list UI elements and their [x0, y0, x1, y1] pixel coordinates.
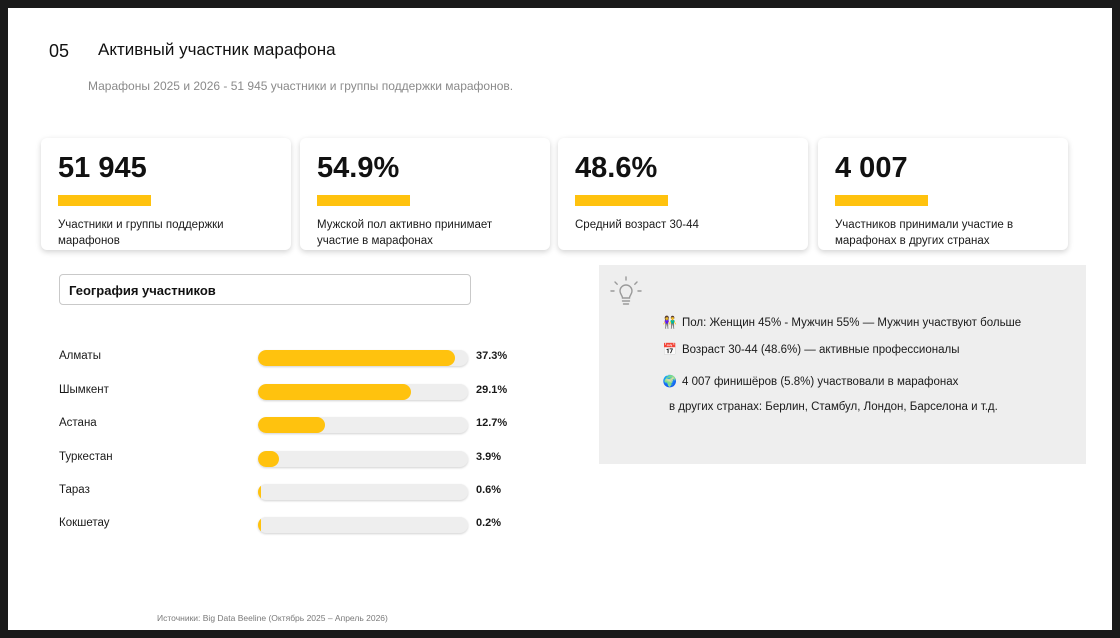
city-label: Тараз: [59, 484, 90, 496]
city-label: Кокшетау: [59, 517, 110, 529]
insight-text: Пол: Женщин 45% - Мужчин 55% — Мужчин уч…: [682, 317, 1022, 329]
insight-text: в других странах: Берлин, Стамбул, Лондо…: [669, 401, 998, 413]
geography-row: Тараз 0.6%: [59, 482, 529, 502]
geography-row: Астана 12.7%: [59, 415, 529, 435]
kpi-accent-bar: [317, 195, 410, 206]
insight-abroad: 🌍 4 007 финишёров (5.8%) участвовали в ма…: [662, 374, 959, 388]
percentage-label: 29.1%: [476, 384, 508, 396]
kpi-value: 54.9%: [317, 152, 400, 184]
insight-gender: 👫 Пол: Женщин 45% - Мужчин 55% — Мужчин у…: [662, 315, 1021, 329]
calendar-icon: 📅: [662, 344, 678, 356]
insight-abroad-cities: в других странах: Берлин, Стамбул, Лондо…: [669, 401, 998, 413]
slide: 05 Активный участник марафона Марафоны 2…: [8, 8, 1112, 630]
progress-track: [258, 384, 468, 400]
insight-text: 4 007 финишёров (5.8%) участвовали в мар…: [682, 376, 959, 388]
kpi-description: Мужской пол активно принимает участие в …: [317, 219, 493, 247]
geography-title: География участников: [69, 283, 216, 298]
progress-fill: [258, 417, 326, 433]
city-label: Туркестан: [59, 451, 113, 463]
geography-row: Шымкент 29.1%: [59, 382, 529, 402]
kpi-card-participants: 51 945 Участники и группы поддержки мара…: [41, 138, 291, 250]
kpi-accent-bar: [58, 195, 151, 206]
progress-track: [258, 350, 468, 366]
source-note: Источники: Big Data Beeline (Октябрь 202…: [157, 613, 388, 623]
insight-age: 📅 Возраст 30-44 (48.6%) — активные профес…: [662, 342, 960, 356]
progress-fill: [258, 350, 456, 366]
progress-track: [258, 417, 468, 433]
lightbulb-icon: [610, 276, 642, 305]
progress-fill: [258, 484, 262, 500]
kpi-description: Участники и группы поддержки марафонов: [58, 219, 224, 247]
progress-fill: [258, 517, 261, 533]
kpi-value: 48.6%: [575, 152, 658, 184]
kpi-description: Участников принимали участие в марафонах…: [835, 219, 1014, 247]
slide-number: 05: [49, 41, 70, 61]
insight-text: Возраст 30-44 (48.6%) — активные професс…: [682, 344, 960, 356]
percentage-label: 0.6%: [476, 484, 502, 496]
geography-row: Алматы 37.3%: [59, 348, 529, 368]
geography-row: Кокшетау 0.2%: [59, 515, 529, 535]
globe-icon: 🌍: [662, 376, 678, 388]
kpi-card-male-share: 54.9% Мужской пол активно принимает учас…: [300, 138, 550, 250]
percentage-label: 12.7%: [476, 417, 508, 429]
insight-panel: 👫 Пол: Женщин 45% - Мужчин 55% — Мужчин у…: [599, 265, 1086, 464]
kpi-accent-bar: [835, 195, 928, 206]
progress-fill: [258, 451, 279, 467]
people-icon: 👫: [662, 317, 678, 329]
kpi-card-abroad: 4 007 Участников принимали участие в мар…: [818, 138, 1068, 250]
percentage-label: 3.9%: [476, 451, 502, 463]
geography-header: География участников: [59, 274, 471, 305]
percentage-label: 37.3%: [476, 350, 508, 362]
kpi-description: Средний возраст 30-44: [575, 219, 699, 231]
city-label: Астана: [59, 417, 97, 429]
slide-subtitle: Марафоны 2025 и 2026 - 51 945 участники …: [88, 79, 514, 93]
city-label: Шымкент: [59, 384, 109, 396]
percentage-label: 0.2%: [476, 517, 502, 529]
kpi-value: 51 945: [58, 152, 147, 184]
progress-track: [258, 451, 468, 467]
city-label: Алматы: [59, 350, 101, 362]
geography-row: Туркестан 3.9%: [59, 449, 529, 469]
kpi-card-average-age: 48.6% Средний возраст 30-44: [558, 138, 808, 250]
progress-fill: [258, 384, 412, 400]
progress-track: [258, 517, 468, 533]
kpi-accent-bar: [575, 195, 668, 206]
slide-title: Активный участник марафона: [98, 40, 336, 59]
progress-track: [258, 484, 468, 500]
kpi-value: 4 007: [835, 152, 908, 184]
